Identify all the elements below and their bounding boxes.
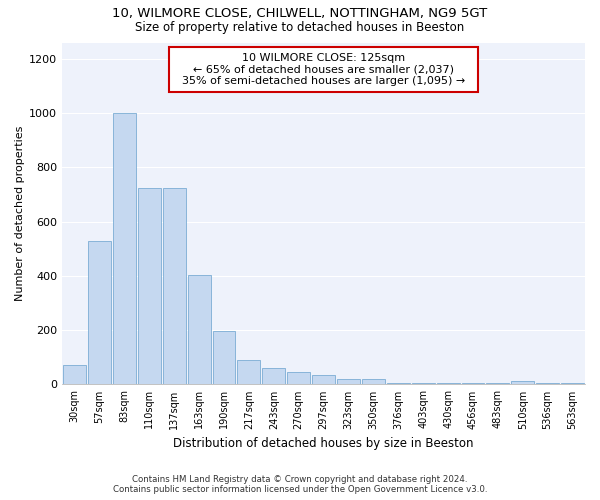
Bar xyxy=(238,360,260,384)
Bar xyxy=(461,383,484,384)
Bar xyxy=(63,366,86,384)
Text: 10, WILMORE CLOSE, CHILWELL, NOTTINGHAM, NG9 5GT: 10, WILMORE CLOSE, CHILWELL, NOTTINGHAM,… xyxy=(112,8,488,20)
Bar xyxy=(561,383,584,384)
Bar xyxy=(387,383,410,384)
Bar xyxy=(437,383,460,384)
Bar xyxy=(536,383,559,384)
Bar xyxy=(88,240,111,384)
Text: Contains HM Land Registry data © Crown copyright and database right 2024.
Contai: Contains HM Land Registry data © Crown c… xyxy=(113,474,487,494)
Bar xyxy=(163,188,185,384)
Bar xyxy=(113,113,136,384)
Bar xyxy=(212,331,235,384)
X-axis label: Distribution of detached houses by size in Beeston: Distribution of detached houses by size … xyxy=(173,437,474,450)
Text: Size of property relative to detached houses in Beeston: Size of property relative to detached ho… xyxy=(136,21,464,34)
Bar xyxy=(511,381,534,384)
Bar xyxy=(337,379,360,384)
Y-axis label: Number of detached properties: Number of detached properties xyxy=(15,126,25,301)
Bar xyxy=(487,383,509,384)
Bar xyxy=(188,274,211,384)
Bar xyxy=(312,375,335,384)
Bar xyxy=(362,379,385,384)
Text: 10 WILMORE CLOSE: 125sqm  
  ← 65% of detached houses are smaller (2,037)  
  35: 10 WILMORE CLOSE: 125sqm ← 65% of detach… xyxy=(175,53,472,86)
Bar xyxy=(287,372,310,384)
Bar xyxy=(262,368,285,384)
Bar xyxy=(412,383,434,384)
Bar xyxy=(138,188,161,384)
